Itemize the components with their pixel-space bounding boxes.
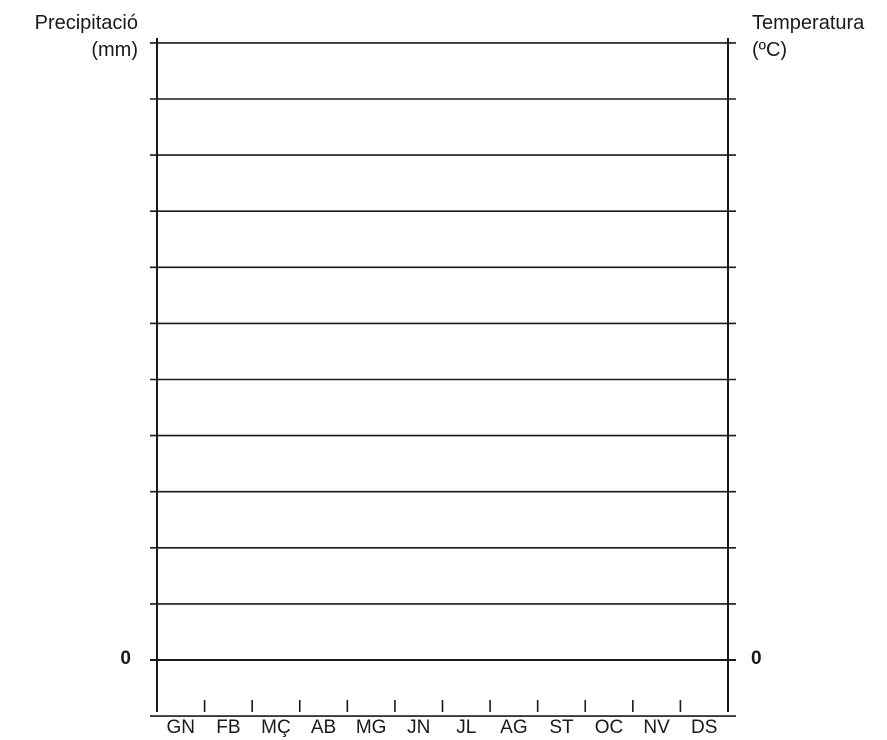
- month-ticks: [203, 700, 682, 712]
- month-label: AB: [311, 717, 336, 738]
- month-label: NV: [643, 717, 670, 738]
- month-labels: GN FB MÇ AB MG JN JL AG ST OC NV DS: [167, 717, 718, 738]
- gridlines: [150, 42, 736, 717]
- right-zero-label: 0: [751, 648, 762, 669]
- left-axis-title-line1: Precipitació: [35, 12, 138, 34]
- month-label: ST: [549, 717, 574, 738]
- month-label: FB: [216, 717, 240, 738]
- left-axis-title-line2: (mm): [91, 39, 138, 61]
- month-label: AG: [500, 717, 527, 738]
- left-zero-label: 0: [120, 648, 131, 669]
- month-label: GN: [167, 717, 196, 738]
- month-label: MÇ: [261, 717, 291, 738]
- right-axis-title-line1: Temperatura: [752, 12, 865, 34]
- month-label: OC: [595, 717, 624, 738]
- month-label: JN: [407, 717, 430, 738]
- right-axis-title-line2: (ºC): [752, 39, 787, 61]
- month-label: JL: [456, 717, 476, 738]
- month-label: MG: [356, 717, 387, 738]
- month-label: DS: [691, 717, 717, 738]
